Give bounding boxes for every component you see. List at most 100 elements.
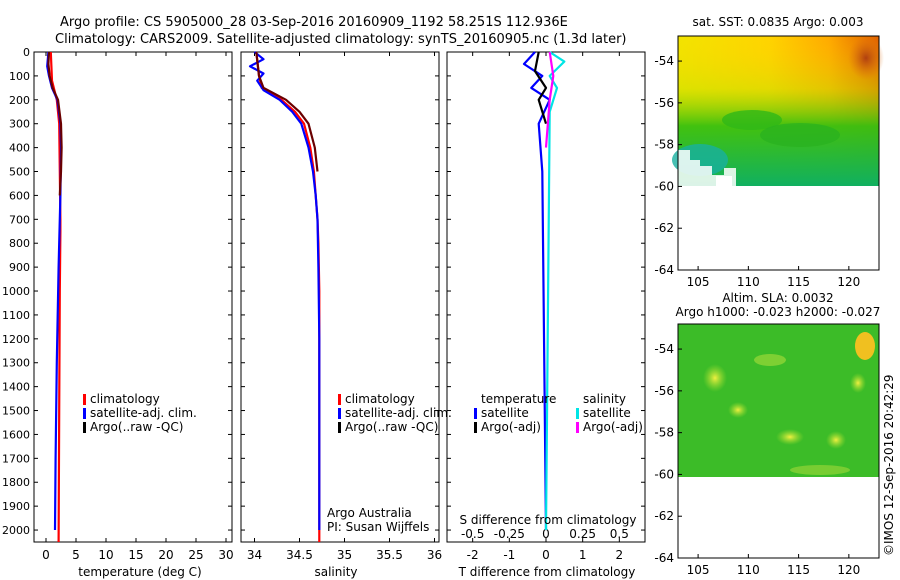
- sla-map: [678, 324, 879, 558]
- legend-swatch-argo: [83, 422, 86, 433]
- sla-map-patch: [728, 402, 748, 418]
- map-y-tick-label: -54: [654, 342, 674, 356]
- depth-tick-label: 1300: [2, 357, 30, 370]
- x-tick-label: 34.5: [286, 548, 313, 562]
- x-tick-label: 1: [579, 548, 587, 562]
- pi-label: PI: Susan Wijffels: [327, 520, 429, 534]
- title-line-2: Climatology: CARS2009. Satellite-adjuste…: [55, 32, 627, 47]
- depth-tick-label: 400: [9, 142, 30, 155]
- sla-map-frame: [677, 323, 880, 559]
- series-line: [47, 51, 63, 196]
- map-y-tick-label: -64: [654, 263, 674, 277]
- map-y-tick-label: -62: [654, 221, 674, 235]
- salinity-legend: climatology satellite-adj. clim. Argo(..…: [338, 392, 452, 434]
- depth-tick-label: 700: [9, 213, 30, 226]
- map-y-tick-label: -56: [654, 96, 674, 110]
- legend-label-argo: Argo(..raw -QC): [345, 420, 438, 434]
- map-y-tick-label: -58: [654, 426, 674, 440]
- sst-map: [672, 36, 884, 270]
- series-line: [49, 51, 62, 543]
- legend-swatch-sal-satellite: [576, 408, 579, 419]
- top-tick-label: 0.25: [569, 527, 596, 541]
- x-tick-label: 25: [188, 548, 203, 562]
- depth-tick-label: 800: [9, 237, 30, 250]
- temperature-legend: climatology satellite-adj. clim. Argo(..…: [83, 392, 197, 434]
- map-x-tick-label: 115: [787, 275, 810, 289]
- x-tick-label: 36: [427, 548, 442, 562]
- series-line: [544, 51, 555, 148]
- depth-tick-label: 1800: [2, 476, 30, 489]
- difference-top-x-axis: -0.5 -0.25 0 0.25 0.5: [461, 527, 629, 541]
- legend-label-satellite-adj: satellite-adj. clim.: [90, 406, 197, 420]
- temperature-series: [46, 51, 63, 543]
- sla-map-patch: [754, 354, 786, 366]
- salinity-xlabel: salinity: [314, 565, 357, 579]
- x-tick-label: -1: [503, 548, 515, 562]
- sla-map-field: [678, 324, 879, 477]
- sla-map-title-line-1: Altim. SLA: 0.0032: [722, 291, 833, 305]
- difference-top-xlabel: S difference from climatology: [460, 513, 637, 527]
- depth-tick-label: 500: [9, 166, 30, 179]
- sla-map-patch: [826, 431, 846, 449]
- depth-tick-label: 0: [23, 46, 30, 59]
- legend-header-salinity: salinity: [583, 392, 626, 406]
- sla-map-no-data: [678, 477, 879, 558]
- sst-map-white-block: [716, 176, 732, 186]
- legend-label-climatology: climatology: [345, 392, 415, 406]
- legend-label-climatology: climatology: [90, 392, 160, 406]
- depth-tick-label: 900: [9, 261, 30, 274]
- sst-map-axes: 105 110 115 120 -54 -56 -58 -60 -62 -64: [654, 54, 860, 289]
- legend-swatch-satellite-adj: [83, 408, 86, 419]
- depth-tick-label: 1000: [2, 285, 30, 298]
- sst-map-warm-patch: [848, 36, 884, 80]
- depth-tick-label: 1400: [2, 381, 30, 394]
- legend-swatch-sal-argo: [576, 422, 579, 433]
- map-x-tick-label: 115: [787, 563, 810, 577]
- legend-swatch-climatology: [83, 394, 86, 405]
- map-x-tick-label: 110: [737, 275, 760, 289]
- salinity-x-axis: 34 34.5 35 35.5 36: [247, 52, 442, 562]
- sla-map-patch: [703, 364, 727, 392]
- depth-tick-label: 2000: [2, 524, 30, 537]
- legend-header-temperature: temperature: [481, 392, 556, 406]
- legend-swatch-temp-satellite: [474, 408, 477, 419]
- map-y-tick-label: -60: [654, 467, 674, 481]
- map-x-tick-label: 120: [837, 563, 860, 577]
- depth-tick-label: 100: [9, 70, 30, 83]
- depth-tick-label: 1900: [2, 500, 30, 513]
- legend-label-satellite-adj: satellite-adj. clim.: [345, 406, 452, 420]
- x-tick-label: 20: [158, 548, 173, 562]
- x-tick-label: -2: [467, 548, 479, 562]
- sla-map-patch: [790, 465, 850, 475]
- sst-map-warm-patch: [760, 123, 840, 147]
- legend-label-sal-argo: Argo(-adj): [583, 420, 643, 434]
- depth-tick-label: 1200: [2, 333, 30, 346]
- map-y-tick-label: -64: [654, 551, 674, 565]
- depth-tick-label: 200: [9, 94, 30, 107]
- legend-swatch-satellite-adj: [338, 408, 341, 419]
- map-x-tick-label: 120: [837, 275, 860, 289]
- sla-map-axes: 105 110 115 120 -54 -56 -58 -60 -62 -64: [654, 342, 860, 577]
- difference-x-axis: -2 -1 0 1 2: [467, 52, 623, 562]
- x-tick-label: 5: [72, 548, 80, 562]
- legend-swatch-temp-argo: [474, 422, 477, 433]
- x-tick-label: 30: [218, 548, 233, 562]
- x-tick-label: 10: [98, 548, 113, 562]
- x-tick-label: 15: [128, 548, 143, 562]
- sla-map-patch: [776, 429, 804, 445]
- depth-tick-label: 600: [9, 189, 30, 202]
- salinity-series: [248, 51, 321, 542]
- x-tick-label: 0: [42, 548, 50, 562]
- x-tick-label: 34: [247, 548, 262, 562]
- temperature-x-axis: 0 5 10 15 20 25 30: [42, 52, 234, 562]
- x-tick-label: 0: [542, 548, 550, 562]
- title-line-1: Argo profile: CS 5905000_28 03-Sep-2016 …: [60, 15, 568, 30]
- temperature-xlabel: temperature (deg C): [78, 565, 201, 579]
- difference-legend: temperature salinity satellite Argo(-adj…: [474, 392, 643, 434]
- sst-map-title: sat. SST: 0.0835 Argo: 0.003: [693, 15, 864, 29]
- sst-map-no-data: [678, 186, 879, 270]
- sst-map-warm-patch: [722, 110, 782, 130]
- difference-series: [522, 51, 566, 531]
- legend-swatch-argo: [338, 422, 341, 433]
- legend-label-sal-satellite: satellite: [583, 406, 631, 420]
